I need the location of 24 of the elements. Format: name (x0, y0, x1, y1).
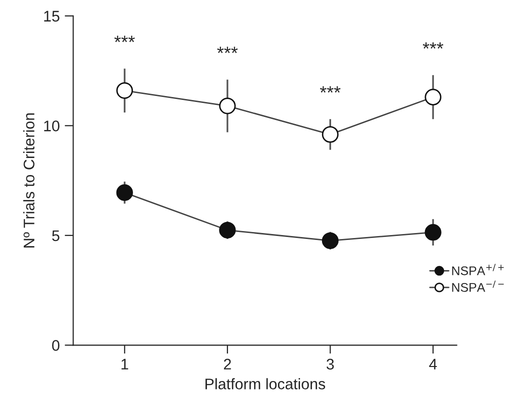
x-axis-title: Platform locations (206, 378, 326, 390)
annotation: *** (217, 46, 238, 54)
annotation: *** (320, 86, 341, 93)
point (116, 82, 133, 99)
legend-label: NSPA$^{+/+}$ (452, 264, 504, 276)
x-tick-label: 3 (326, 358, 334, 370)
point (424, 88, 442, 106)
y-tick-label: 5 (52, 230, 60, 242)
point (116, 184, 133, 201)
y-tick-label: 10 (44, 120, 60, 132)
point (219, 98, 236, 114)
point (322, 232, 339, 250)
x-tick-label: 1 (122, 358, 128, 370)
point (322, 126, 339, 143)
annotation: *** (114, 36, 135, 42)
point (219, 222, 236, 238)
point (424, 224, 442, 241)
y-tick-label: 15 (44, 10, 60, 22)
x-tick-label: 2 (224, 358, 231, 370)
y-tick-label: 0 (52, 340, 60, 351)
y-axis-title: Nº Trials to Criterion (23, 113, 34, 248)
legend-label: NSPA$^{−/−}$ (452, 280, 504, 292)
x-tick-label: 4 (429, 358, 437, 370)
annotation: *** (422, 42, 444, 49)
